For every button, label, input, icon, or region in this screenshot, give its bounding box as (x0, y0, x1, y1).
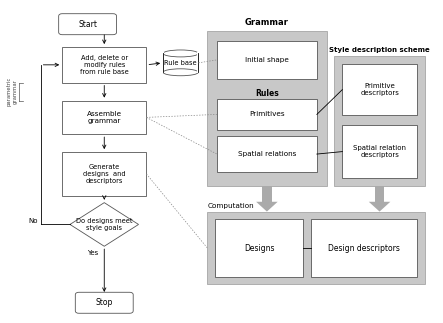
Bar (163, 53, 198, 72)
Text: Generate
designs  and
descriptors: Generate designs and descriptors (83, 164, 125, 184)
Bar (207, 212, 425, 284)
Polygon shape (369, 202, 390, 212)
Text: Spatial relations: Spatial relations (238, 151, 296, 157)
Text: Spatial relation
descriptors: Spatial relation descriptors (353, 145, 406, 158)
Ellipse shape (163, 69, 198, 76)
Text: Yes: Yes (87, 250, 98, 256)
Bar (375, 186, 385, 202)
Bar (62, 47, 146, 83)
Text: Add, delete or
modify rules
from rule base: Add, delete or modify rules from rule ba… (80, 55, 128, 75)
Polygon shape (70, 203, 139, 246)
Bar (62, 152, 146, 196)
Bar (215, 220, 303, 277)
Bar (217, 136, 317, 172)
Text: parametric
grammar: parametric grammar (7, 77, 18, 106)
Text: Rule base: Rule base (164, 60, 197, 66)
FancyBboxPatch shape (58, 14, 117, 35)
Text: Primitives: Primitives (249, 111, 285, 117)
Bar (62, 100, 146, 134)
Bar (217, 99, 317, 130)
Bar (207, 31, 326, 186)
Bar (342, 125, 417, 178)
Text: Initial shape: Initial shape (245, 57, 289, 63)
Text: No: No (28, 218, 38, 224)
Text: Design descriptors: Design descriptors (328, 244, 400, 253)
Bar (217, 41, 317, 79)
Text: Rules: Rules (255, 89, 279, 98)
Ellipse shape (163, 50, 198, 57)
Bar (311, 220, 417, 277)
Bar (342, 64, 417, 115)
Text: Style description scheme: Style description scheme (329, 47, 430, 53)
Bar (334, 56, 425, 186)
Text: Primitive
descriptors: Primitive descriptors (360, 83, 399, 96)
Text: Designs: Designs (244, 244, 274, 253)
Text: Computation: Computation (207, 203, 254, 209)
Text: Stop: Stop (96, 298, 113, 307)
Text: Assemble
grammar: Assemble grammar (87, 111, 122, 124)
Polygon shape (256, 202, 278, 212)
Text: Do designs meet
style goals: Do designs meet style goals (76, 218, 132, 231)
Text: Grammar: Grammar (245, 18, 289, 27)
Bar (262, 186, 272, 202)
FancyBboxPatch shape (75, 292, 133, 313)
Text: Start: Start (78, 20, 97, 29)
